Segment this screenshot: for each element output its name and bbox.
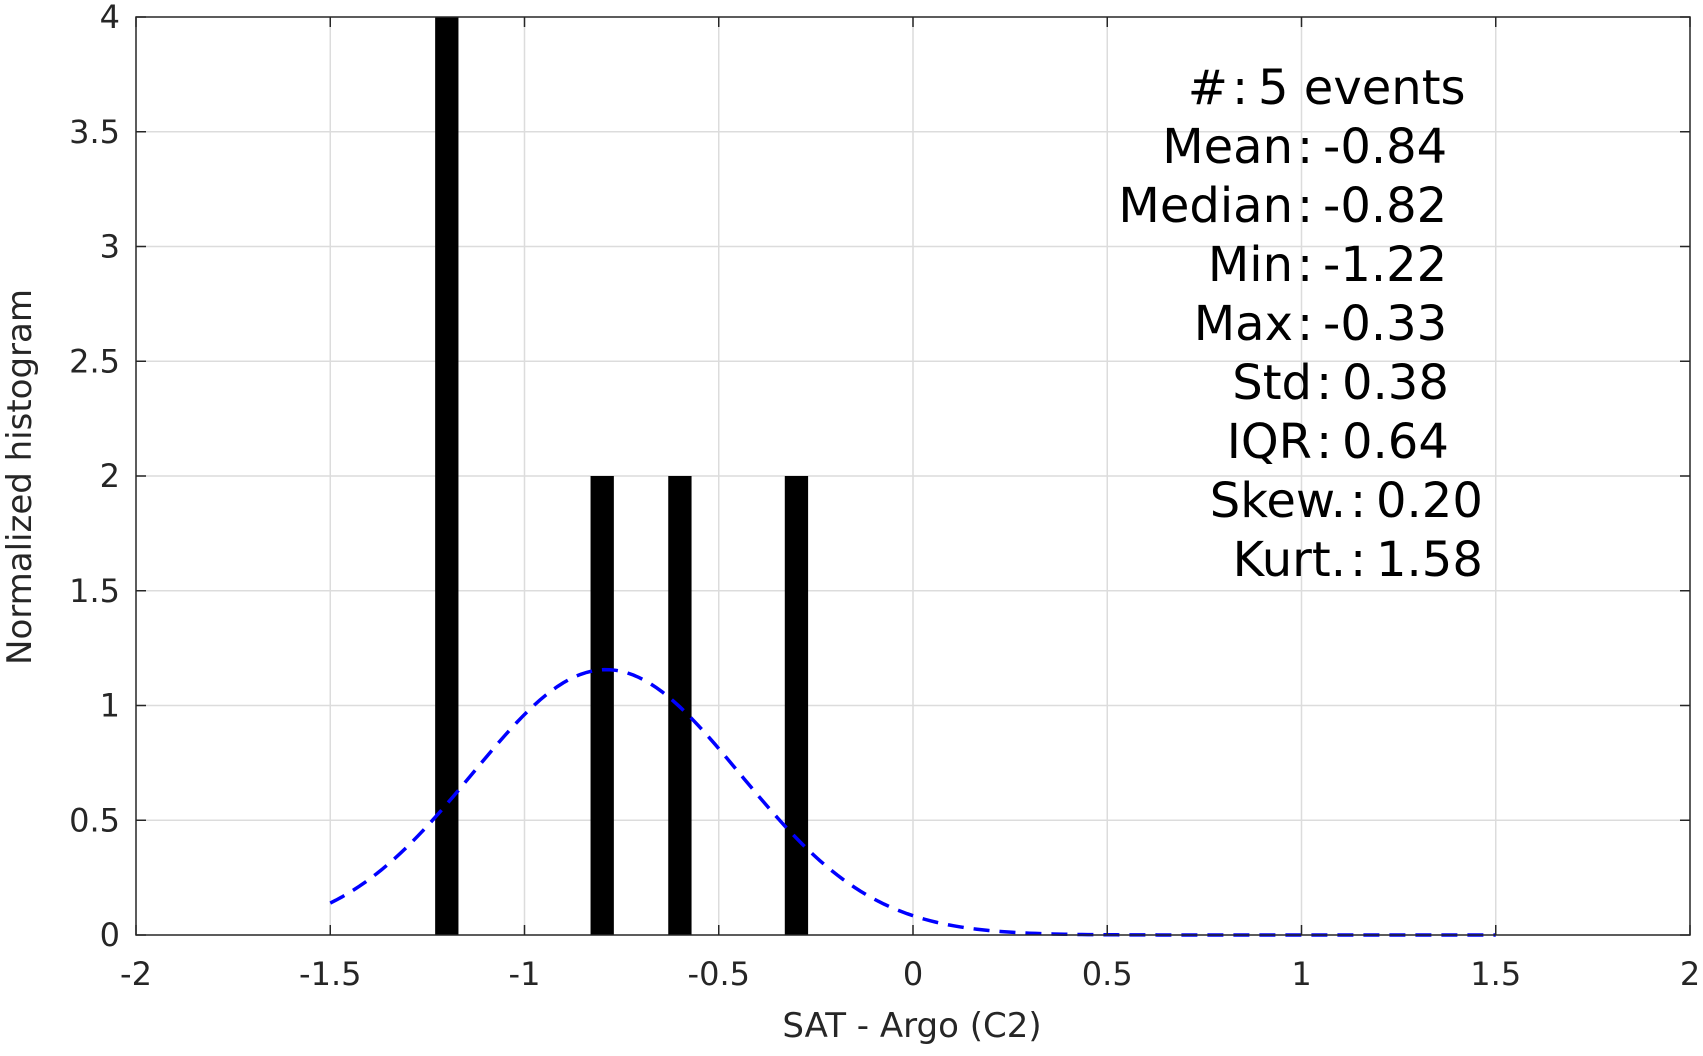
stat-colon: : — [1316, 414, 1332, 470]
y-tick-label: 4 — [100, 0, 120, 36]
stat-colon: : — [1350, 532, 1366, 588]
stat-label: Kurt. — [1233, 532, 1346, 588]
x-tick-label: 1 — [1291, 955, 1311, 993]
stat-colon: : — [1316, 355, 1332, 411]
x-tick-label: 0 — [903, 955, 923, 993]
y-tick-label: 3 — [100, 228, 120, 266]
stat-label: Mean — [1162, 119, 1293, 175]
stat-value: -0.82 — [1323, 178, 1447, 234]
stat-label: Max — [1194, 296, 1293, 352]
y-tick-label: 0 — [100, 916, 120, 954]
grid — [136, 17, 1690, 935]
stat-colon: : — [1232, 60, 1248, 116]
x-tick-label: -1.5 — [299, 955, 361, 993]
x-tick-label: 0.5 — [1082, 955, 1133, 993]
stat-value: 5 events — [1258, 60, 1466, 116]
x-tick-label: -1 — [509, 955, 541, 993]
stat-value: 0.64 — [1342, 414, 1449, 470]
fit-curve-layer — [329, 667, 1496, 937]
stat-value: -1.22 — [1323, 237, 1447, 293]
x-tick-label: 2 — [1680, 955, 1700, 993]
stat-label: Std — [1232, 355, 1312, 411]
y-axis-title: Normalized histogram — [0, 289, 40, 665]
stat-colon: : — [1350, 473, 1366, 529]
y-tick-label: 0.5 — [69, 801, 120, 839]
stat-value: 0.20 — [1376, 473, 1483, 529]
y-tick-labels: 0 0.5 1 1.5 2 2.5 3 3.5 4 — [69, 0, 120, 954]
x-tick-label: -0.5 — [688, 955, 750, 993]
stat-colon: : — [1297, 119, 1313, 175]
stat-value: 1.58 — [1376, 532, 1483, 588]
histogram-bar — [435, 17, 459, 935]
stat-value: -0.33 — [1323, 296, 1447, 352]
y-tick-label: 1.5 — [69, 572, 120, 610]
x-tick-labels: -2 -1.5 -1 -0.5 0 0.5 1 1.5 2 — [120, 955, 1700, 993]
y-tick-label: 2 — [100, 457, 120, 495]
stat-value: 0.38 — [1342, 355, 1449, 411]
y-tick-label: 1 — [100, 687, 120, 725]
axes — [135, 16, 1691, 936]
stat-colon: : — [1297, 296, 1313, 352]
x-axis-title: SAT - Argo (C2) — [782, 1006, 1041, 1046]
x-tick-label: 1.5 — [1470, 955, 1521, 993]
stat-label: Skew. — [1210, 473, 1346, 529]
stat-label: IQR — [1227, 414, 1312, 470]
fit-curve — [329, 667, 1496, 937]
stat-label: Min — [1208, 237, 1293, 293]
histogram-bar — [590, 476, 614, 935]
x-tick-label: -2 — [120, 955, 152, 993]
stat-value: -0.84 — [1323, 119, 1447, 175]
histogram-bar — [784, 476, 809, 935]
y-tick-label: 2.5 — [69, 342, 120, 380]
histogram-bars — [435, 17, 809, 935]
stat-label: # — [1188, 60, 1228, 116]
stat-label: Median — [1118, 178, 1293, 234]
y-tick-label: 3.5 — [69, 113, 120, 151]
stat-colon: : — [1297, 237, 1313, 293]
stat-colon: : — [1297, 178, 1313, 234]
